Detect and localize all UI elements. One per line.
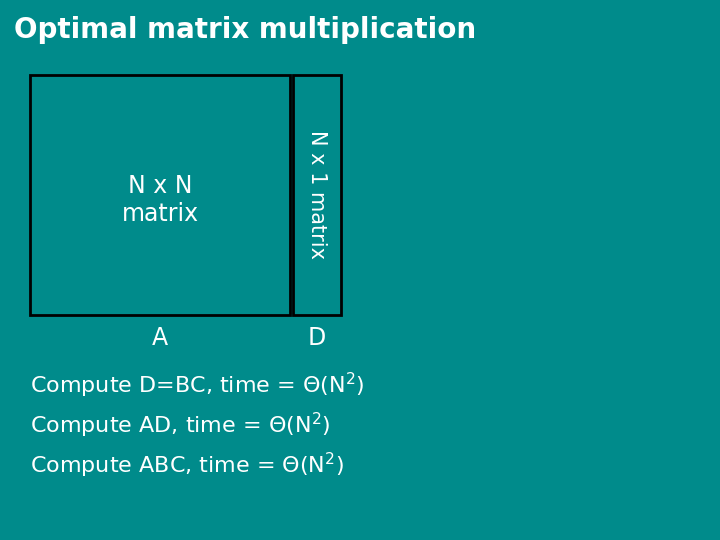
- Bar: [30, 75, 290, 315]
- Text: Compute ABC, time = Θ(N$^{2}$): Compute ABC, time = Θ(N$^{2}$): [30, 450, 344, 480]
- Text: N x N
matrix: N x N matrix: [122, 174, 199, 226]
- Text: D: D: [308, 326, 326, 350]
- Text: Optimal matrix multiplication: Optimal matrix multiplication: [14, 16, 476, 44]
- Text: N x 1 matrix: N x 1 matrix: [307, 131, 327, 260]
- Text: Compute D=BC, time = Θ(N$^{2}$): Compute D=BC, time = Θ(N$^{2}$): [30, 370, 364, 400]
- Text: A: A: [152, 326, 168, 350]
- Bar: [293, 75, 341, 315]
- Text: Compute AD, time = Θ(N$^{2}$): Compute AD, time = Θ(N$^{2}$): [30, 410, 330, 440]
